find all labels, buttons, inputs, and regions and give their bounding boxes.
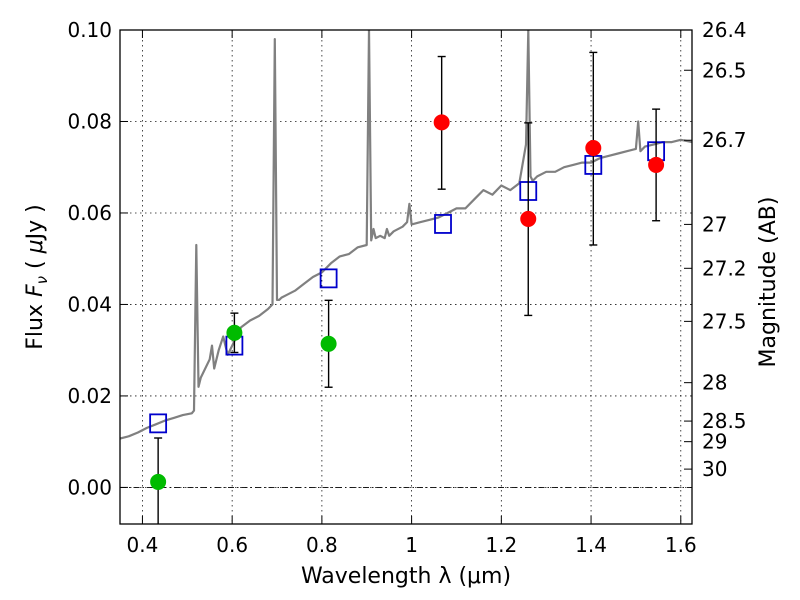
y-tick-label: 0.08 — [67, 109, 112, 133]
x-axis-ticks: 0.4 0.6 0.8 1 1.2 1.4 1.6 — [127, 30, 697, 557]
x-tick-label: 0.8 — [306, 533, 338, 557]
y-tick-label: 0.00 — [67, 475, 112, 499]
x-tick-label: 1.6 — [665, 533, 697, 557]
y2-tick-label: 27 — [702, 212, 727, 236]
observed-flux-point — [226, 324, 243, 341]
x-tick-label: 0.4 — [127, 533, 159, 557]
model-flux-square — [319, 268, 338, 289]
y-tick-label: 0.04 — [67, 292, 112, 316]
y2-tick-label: 26.4 — [702, 18, 747, 42]
marker-layer — [149, 51, 666, 524]
model-spectrum-line — [120, 30, 692, 440]
observed-flux-point — [150, 473, 167, 490]
y2-axis-label: Magnitude (AB) — [756, 197, 781, 368]
plot-area — [120, 30, 692, 524]
x-tick-label: 1.2 — [485, 533, 517, 557]
y2-tick-label: 26.7 — [702, 128, 747, 152]
x-tick-label: 1.4 — [575, 533, 607, 557]
y-tick-label: 0.06 — [67, 201, 112, 225]
y2-tick-label: 30 — [702, 457, 727, 481]
x-tick-label: 0.6 — [216, 533, 248, 557]
observed-flux-point — [320, 335, 337, 352]
y-axis-label: Flux Fν ( μJy ) — [23, 204, 51, 349]
model-flux-square — [434, 214, 452, 234]
observed-flux-point — [585, 140, 602, 157]
y2-tick-label: 26.5 — [702, 58, 747, 82]
observed-flux-point — [433, 114, 450, 131]
y2-tick-label: 28.5 — [702, 409, 747, 433]
y-tick-label: 0.02 — [67, 384, 112, 408]
y2-tick-label: 27.5 — [702, 309, 747, 333]
model-flux-square — [149, 413, 168, 434]
observed-flux-point — [520, 210, 537, 227]
y2-tick-label: 29 — [702, 430, 727, 454]
x-axis-label: Wavelength λ (μm) — [301, 564, 511, 589]
plot-frame — [119, 29, 693, 525]
series-layer — [120, 30, 692, 440]
y-axis-ticks: 0.00 0.02 0.04 0.06 0.08 0.10 — [67, 18, 128, 499]
y2-tick-label: 28 — [702, 371, 727, 395]
grid — [120, 29, 692, 524]
observed-flux-point — [648, 156, 665, 173]
x-tick-label: 1 — [405, 533, 418, 557]
y2-tick-label: 27.2 — [702, 256, 747, 280]
y-tick-label: 0.10 — [67, 18, 112, 42]
y2-axis-ticks: 26.4 26.5 26.7 27 27.2 27.5 28 28.529 30 — [684, 18, 747, 481]
